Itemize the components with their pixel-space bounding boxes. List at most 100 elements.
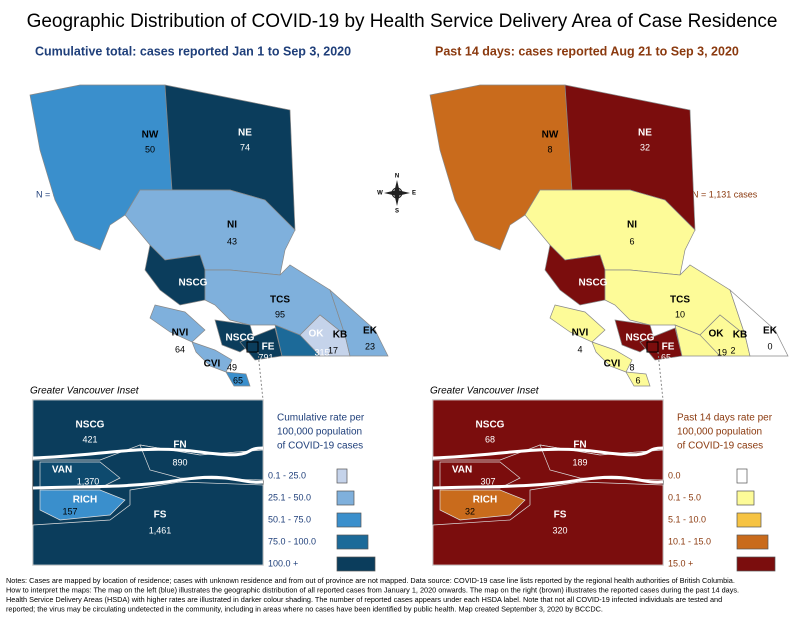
region-label: NE <box>238 128 252 139</box>
region-value: 50 <box>145 144 155 154</box>
region-label: KB <box>733 330 747 341</box>
inset-value: 68 <box>485 434 495 444</box>
region-value: 6 <box>629 236 634 246</box>
region-label: KB <box>333 330 347 341</box>
region-label: NSCG <box>226 333 255 344</box>
inset-title: Greater Vancouver Inset <box>430 386 540 397</box>
region-label: NI <box>627 220 637 231</box>
region-value: 49 <box>227 362 237 372</box>
inset-label: FN <box>573 440 586 451</box>
region-label: NW <box>542 130 559 141</box>
legend-swatch <box>336 468 348 484</box>
river <box>32 475 264 490</box>
inset-value: 320 <box>552 525 567 535</box>
inset-value: 157 <box>62 506 77 516</box>
region-value: 315 <box>314 347 329 357</box>
inset-label: FS <box>554 510 567 521</box>
legend-swatch <box>736 490 755 506</box>
inset-marker <box>646 341 659 353</box>
region-value: 32 <box>640 142 650 152</box>
region-label: NE <box>638 128 652 139</box>
map <box>29 84 389 387</box>
legend-label: 15.0 + <box>668 558 693 568</box>
region-label: TCS <box>670 295 690 306</box>
legend-label: 5.1 - 10.0 <box>668 514 706 524</box>
inset-region <box>439 461 521 489</box>
region-label: NVI <box>172 328 189 339</box>
legend-swatch <box>336 490 355 506</box>
region <box>729 288 789 357</box>
region <box>329 288 389 357</box>
region-value: 43 <box>227 236 237 246</box>
legend-swatch <box>336 534 369 550</box>
region-value: 2 <box>730 345 735 355</box>
legend-label: 0.1 - 5.0 <box>668 492 701 502</box>
inset-label: RICH <box>473 495 497 506</box>
legend-title: of COVID-19 cases <box>277 441 363 452</box>
compass-s: S <box>395 209 399 215</box>
compass-n: N <box>395 174 399 180</box>
inset-label: FN <box>173 440 186 451</box>
region-value: 8 <box>629 362 634 372</box>
inset-label: NSCG <box>476 420 505 431</box>
inset-value: 421 <box>82 434 97 444</box>
inset-region <box>32 481 264 566</box>
region <box>225 371 251 387</box>
legend-swatch <box>736 556 776 572</box>
inset-region <box>432 481 664 566</box>
region-value: 0 <box>767 341 772 351</box>
region-label: OK <box>709 329 725 340</box>
compass: N E S W <box>377 174 416 215</box>
note: Notes: Cases are mapped by location of r… <box>6 576 735 585</box>
region-label: NSCG <box>179 278 208 289</box>
region-value: 8 <box>547 144 552 154</box>
legend-title: Past 14 days rate per <box>677 413 773 424</box>
region-value: 6 <box>635 375 640 385</box>
inset-label: FS <box>154 510 167 521</box>
legend-title: Cumulative rate per <box>277 413 365 424</box>
legend-swatch <box>736 512 762 528</box>
region-value: 17 <box>328 345 338 355</box>
inset-region <box>439 489 526 521</box>
compass-w: W <box>377 191 383 197</box>
region-label: OK <box>309 329 325 340</box>
inset-title: Greater Vancouver Inset <box>30 386 140 397</box>
legend-label: 10.1 - 15.0 <box>668 536 711 546</box>
compass-e: E <box>412 191 416 197</box>
compass-rose <box>384 180 410 206</box>
legend-title: 100,000 population <box>277 427 362 438</box>
region-value: 64 <box>175 344 185 354</box>
region-label: NW <box>142 130 159 141</box>
map <box>429 84 789 387</box>
region-value: 4 <box>577 344 582 354</box>
region-value: 65 <box>233 375 243 385</box>
legend-title: 100,000 population <box>677 427 762 438</box>
inset-value: 890 <box>172 457 187 467</box>
legend-title: of COVID-19 cases <box>677 441 763 452</box>
region-label: FE <box>262 342 275 353</box>
region-value: 95 <box>275 309 285 319</box>
inset-value: 1,461 <box>149 525 172 535</box>
region <box>625 371 651 387</box>
inset-label: VAN <box>52 465 72 476</box>
legend-swatch <box>336 556 376 572</box>
inset-label: VAN <box>452 465 472 476</box>
region-value: 10 <box>675 309 685 319</box>
note: How to interpret the maps: The map on th… <box>6 585 739 594</box>
map-subtitle: Past 14 days: cases reported Aug 21 to S… <box>435 44 739 58</box>
inlet <box>32 446 264 460</box>
case-total: N = 1,131 cases <box>692 189 758 199</box>
region <box>29 84 173 251</box>
region-value: 19 <box>717 347 727 357</box>
legend-label: 0.0 <box>668 470 681 480</box>
region-label: FE <box>662 342 675 353</box>
river <box>432 475 664 490</box>
inset-value: 32 <box>465 506 475 516</box>
inset-value: 1,370 <box>77 476 100 486</box>
region-label: NVI <box>572 328 589 339</box>
inset-value: 307 <box>480 476 495 486</box>
inset-value: 189 <box>572 457 587 467</box>
inset-leader <box>657 351 664 401</box>
inset-leader <box>257 351 264 401</box>
